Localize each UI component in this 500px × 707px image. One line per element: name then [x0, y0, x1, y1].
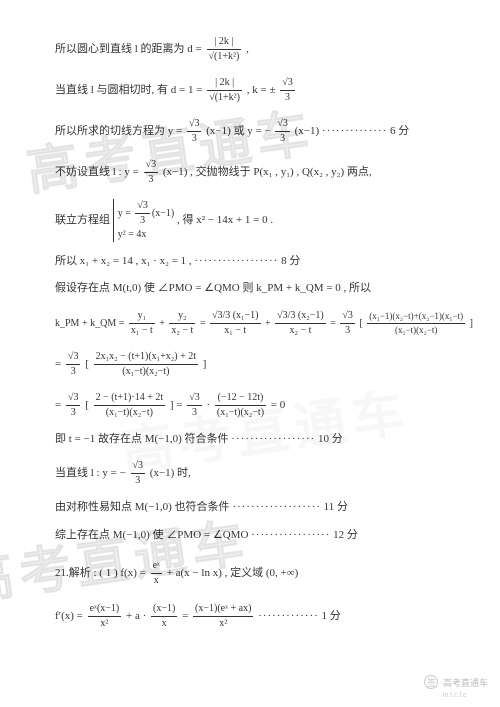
- equation-system: y = √33(x−1) y² = 4x: [113, 199, 174, 242]
- text: (x−1) , 交抛物线于 P(x₁ , y₁) , Q(x₂ , y₂) 两点…: [163, 166, 372, 178]
- fraction: | 2k |√(1+k²): [207, 35, 242, 64]
- fraction: (x−1)(eˣ + ax)x²: [193, 602, 253, 631]
- dots: ·············: [258, 610, 319, 622]
- fraction: eˣx: [151, 559, 162, 588]
- text: ,: [246, 43, 249, 55]
- text: , k = ±: [247, 84, 279, 96]
- line-15: 21.解析 : ( 1 ) f(x) = eˣx + a(x − ln x) ,…: [55, 559, 455, 588]
- text: 联立方程组: [55, 214, 113, 226]
- text: (x−1): [295, 125, 322, 137]
- text: 即 t = −1 故存在点 M(−1,0) 符合条件: [55, 433, 231, 445]
- fraction: √33: [144, 158, 159, 187]
- fraction: (x−1)x: [151, 602, 177, 631]
- text: k_PM + k_QM =: [55, 318, 127, 329]
- fraction: 2 − (t+1)·14 + 2t(x₁−t)(x₂−t): [94, 391, 165, 420]
- text: f′(x) =: [55, 610, 86, 622]
- fraction: (x₁−1)(x₂−t)+(x₂−1)(x₁−t)(x₁−t)(x₂−t): [367, 310, 465, 336]
- fraction: eˣ(x−1)x²: [88, 602, 122, 631]
- line-8: k_PM + k_QM = y₁x₁ − t + y₂x₂ − t = √3/3…: [55, 309, 455, 338]
- fraction: √33: [66, 391, 81, 420]
- text: f(x) =: [120, 567, 148, 579]
- text: 所以所求的切线方程为 y =: [55, 125, 185, 137]
- fraction: √33: [340, 309, 355, 338]
- text: =: [55, 358, 64, 370]
- text: 由对称性易知点 M(−1,0) 也符合条件: [55, 501, 230, 513]
- text: (x−1) 或 y = −: [206, 125, 273, 137]
- fraction: y₂x₂ − t: [169, 309, 195, 338]
- fraction: (−12 − 12t)(x₁−t)(x₂−t): [215, 391, 266, 420]
- fraction: y₁x₁ − t: [129, 309, 155, 338]
- fraction: √33: [66, 350, 81, 379]
- score: 6 分: [390, 125, 409, 137]
- line-5: 联立方程组 y = √33(x−1) y² = 4x , 得 x² − 14x …: [55, 199, 455, 242]
- score: 12 分: [333, 529, 358, 541]
- text: 假设存在点 M(t,0) 使 ∠PMO = ∠QMO 则 k_PM + k_QM…: [55, 282, 371, 294]
- dots: ··················: [231, 433, 315, 445]
- line-1: 所以圆心到直线 l 的距离为 d = | 2k |√(1+k²) ,: [55, 35, 455, 64]
- footer-sub: m.t.c.l.c: [442, 692, 466, 699]
- score: 10 分: [318, 433, 343, 445]
- line-12: 当直线 l : y = − √33 (x−1) 时,: [55, 459, 455, 488]
- dots: ··············: [322, 125, 387, 137]
- fraction: √33: [187, 117, 202, 146]
- text: 不妨设直线 l : y =: [55, 166, 142, 178]
- fraction: √3/3 (x₁−1)x₁ − t: [210, 309, 261, 338]
- text: 当直线 l : y = −: [55, 467, 129, 479]
- dots: ···················: [232, 501, 321, 513]
- text: =: [55, 399, 64, 411]
- fraction: | 2k |√(1+k²): [207, 76, 242, 105]
- text: , 得 x² − 14x + 1 = 0 .: [177, 214, 273, 226]
- text: 综上存在点 M(−1,0) 使 ∠PMO = ∠QMO: [55, 529, 251, 541]
- dots: ··················: [194, 255, 278, 267]
- line-3: 所以所求的切线方程为 y = √33 (x−1) 或 y = − √33 (x−…: [55, 117, 455, 146]
- footer-text: 高考直通车: [443, 678, 488, 688]
- fraction: √33: [275, 117, 290, 146]
- line-9: = √33 [ 2x₁x₂ − (t+1)(x₁+x₂) + 2t(x₁−t)(…: [55, 350, 455, 379]
- fraction: √33: [280, 76, 295, 105]
- text: 所以圆心到直线 l 的距离为 d =: [55, 43, 205, 55]
- text: + a(x − ln x) , 定义域 (0, +∞): [167, 567, 299, 579]
- line-11: 即 t = −1 故存在点 M(−1,0) 符合条件 ·············…: [55, 432, 455, 447]
- score: 1 分: [322, 610, 341, 622]
- text: 所以 x₁ + x₂ = 14 , x₁ · x₂ = 1 ,: [55, 255, 194, 267]
- page-content: 所以圆心到直线 l 的距离为 d = | 2k |√(1+k²) , 当直线 l…: [0, 0, 500, 663]
- line-4: 不妨设直线 l : y = √33 (x−1) , 交抛物线于 P(x₁ , y…: [55, 158, 455, 187]
- line-6: 所以 x₁ + x₂ = 14 , x₁ · x₂ = 1 , ········…: [55, 254, 455, 269]
- dots: ·················: [251, 529, 330, 541]
- footer-watermark: 签 高考直通车 m.t.c.l.c: [424, 675, 488, 699]
- line-2: 当直线 l 与圆相切时, 有 d = 1 = | 2k |√(1+k²) , k…: [55, 76, 455, 105]
- fraction: √33: [131, 459, 146, 488]
- fraction: 2x₁x₂ − (t+1)(x₁+x₂) + 2t(x₁−t)(x₂−t): [94, 350, 198, 379]
- score: 8 分: [281, 255, 300, 267]
- line-10: = √33 [ 2 − (t+1)·14 + 2t(x₁−t)(x₂−t) ] …: [55, 391, 455, 420]
- footer-icon: 签: [424, 675, 438, 689]
- problem-number: 21.解析 : ( 1 ): [55, 567, 118, 579]
- line-13: 由对称性易知点 M(−1,0) 也符合条件 ··················…: [55, 500, 455, 515]
- fraction: √33: [187, 391, 202, 420]
- fraction: √3/3 (x₂−1)x₂ − t: [275, 309, 326, 338]
- score: 11 分: [324, 501, 348, 513]
- line-14: 综上存在点 M(−1,0) 使 ∠PMO = ∠QMO ············…: [55, 528, 455, 543]
- text: 当直线 l 与圆相切时, 有 d = 1 =: [55, 84, 205, 96]
- line-16: f′(x) = eˣ(x−1)x² + a · (x−1)x = (x−1)(e…: [55, 602, 455, 631]
- line-7: 假设存在点 M(t,0) 使 ∠PMO = ∠QMO 则 k_PM + k_QM…: [55, 281, 455, 296]
